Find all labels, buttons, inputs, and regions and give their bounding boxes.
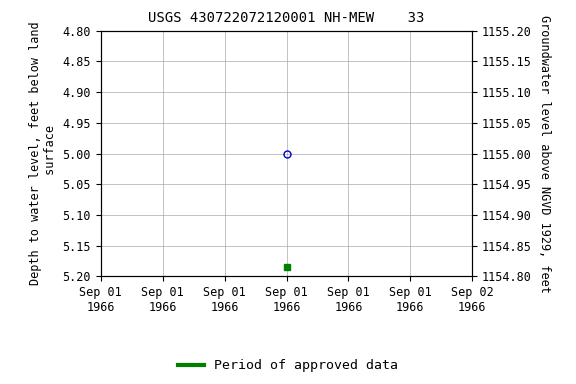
Title: USGS 430722072120001 NH-MEW    33: USGS 430722072120001 NH-MEW 33 [149, 12, 425, 25]
Legend: Period of approved data: Period of approved data [172, 354, 404, 377]
Y-axis label: Depth to water level, feet below land
 surface: Depth to water level, feet below land su… [29, 22, 57, 285]
Y-axis label: Groundwater level above NGVD 1929, feet: Groundwater level above NGVD 1929, feet [539, 15, 551, 293]
